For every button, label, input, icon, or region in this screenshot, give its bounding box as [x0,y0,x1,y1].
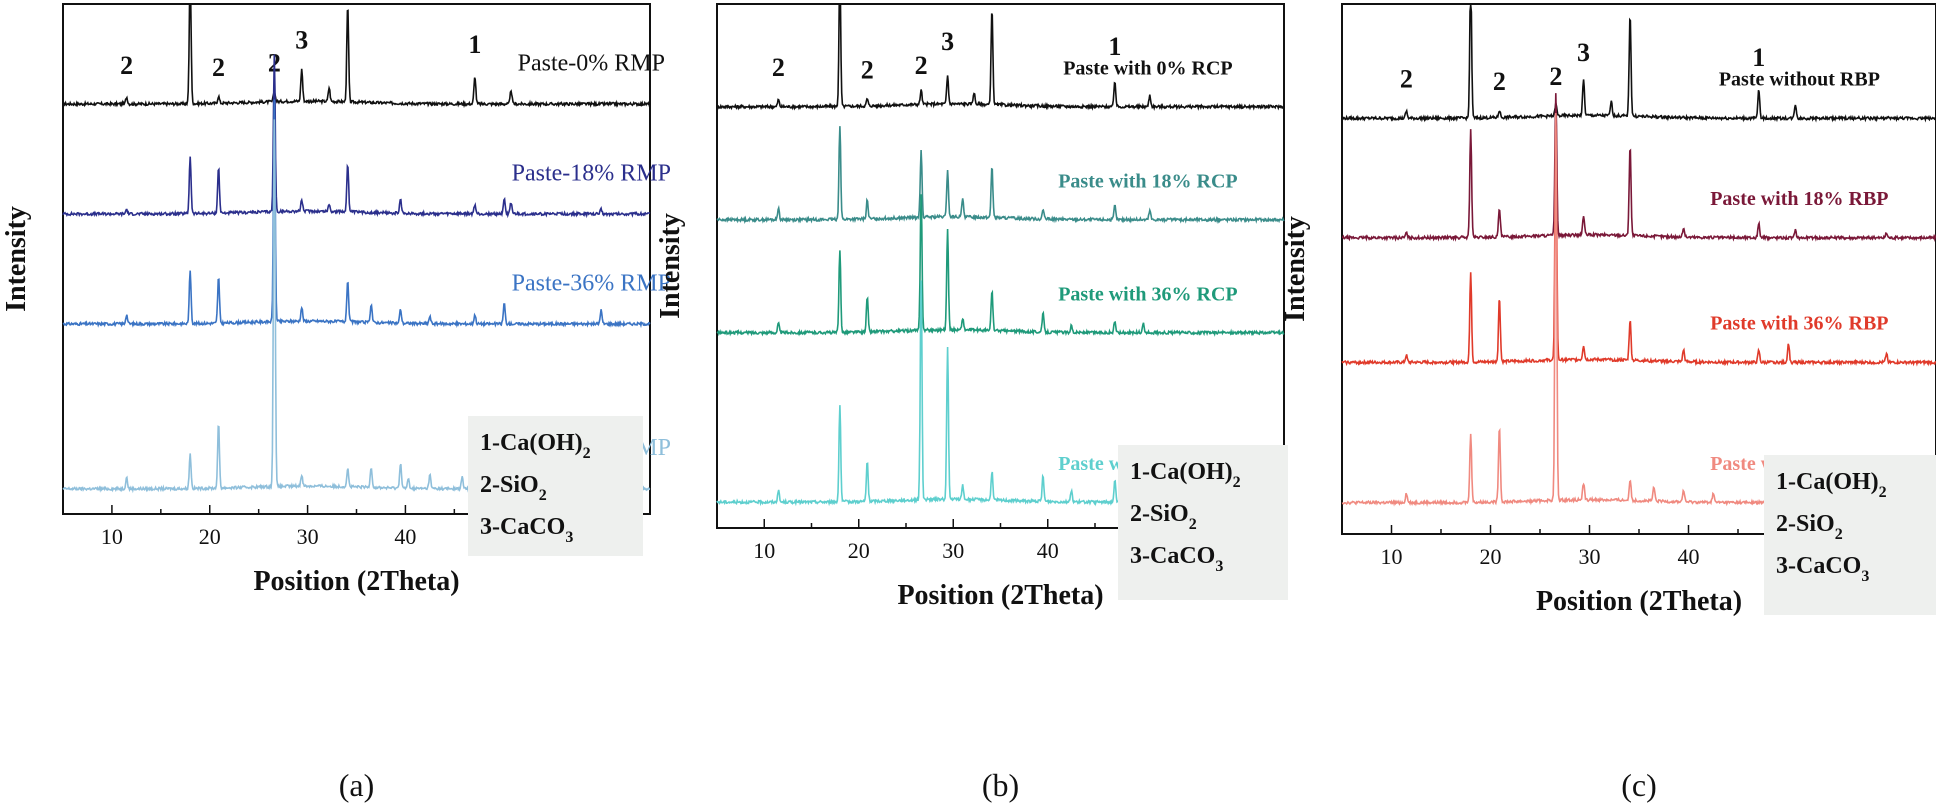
x-tick-label: 10 [1381,544,1403,569]
series-line [1341,113,1936,508]
x-tick-label: 10 [101,524,123,549]
x-axis-label: Position (2Theta) [1536,586,1742,617]
peak-label: 2 [861,56,874,85]
legend-subscript: 2 [539,487,547,504]
series-line [716,4,1285,112]
series-line [716,126,1285,225]
peak-label: 1 [1752,43,1765,72]
panel-b: 102030405060Position (2Theta)Intensity(b… [655,3,1288,803]
series-line [1341,126,1936,367]
x-axis-label: Position (2Theta) [897,580,1103,611]
series-line [716,194,1285,337]
y-axis-label: Intensity [1,206,32,312]
series-label: Paste with 18% RCP [1058,170,1237,192]
legend-subscript: 2 [583,445,591,462]
series-line [62,54,651,219]
x-tick-label: 10 [753,538,775,563]
peak-label: 2 [1493,67,1506,96]
peak-label: 3 [295,26,308,55]
series-label: Paste-36% RMP [512,270,671,296]
series-label: Paste with 18% RBP [1710,188,1888,210]
series-label: Paste with 36% RCP [1058,283,1237,305]
x-axis-label: Position (2Theta) [253,566,459,597]
peak-label: 2 [915,51,928,80]
x-tick-label: 20 [199,524,221,549]
series-label: Paste-18% RMP [512,160,671,186]
y-axis-label: Intensity [1280,216,1311,322]
peak-label: 3 [941,27,954,56]
legend-subscript: 3 [565,529,573,546]
x-tick-label: 40 [1037,538,1059,563]
legend-box [1118,445,1288,600]
series-line [62,99,651,329]
series-line [1341,93,1936,243]
series-line [62,4,651,109]
series-label: Paste-0% RMP [518,50,665,76]
peak-label: 2 [772,53,785,82]
panel-caption: (a) [339,767,375,803]
x-tick-label: 30 [1579,544,1601,569]
peak-label: 3 [1577,38,1590,67]
peak-label: 1 [1108,32,1121,61]
y-axis-label: Intensity [655,213,686,319]
legend-box [468,416,643,556]
peak-label: 2 [1549,62,1562,91]
legend-subscript: 3 [1215,558,1223,575]
peak-label: 2 [1400,65,1413,94]
legend-subscript: 2 [1835,526,1843,543]
legend-box [1764,455,1936,615]
peak-label: 1 [468,30,481,59]
peak-label: 2 [212,53,225,82]
x-tick-label: 40 [1678,544,1700,569]
panel-a: 102030405060Position (2Theta)Intensity(a… [1,3,671,803]
x-tick-label: 20 [848,538,870,563]
x-tick-label: 20 [1480,544,1502,569]
series-line [1341,4,1936,123]
panel-c: 102030405060Position (2Theta)Intensity(c… [1280,0,1936,803]
x-tick-label: 30 [297,524,319,549]
panel-caption: (b) [982,767,1019,803]
x-tick-label: 30 [942,538,964,563]
peak-label: 2 [120,51,133,80]
series-label: Paste with 36% RBP [1710,313,1888,335]
x-tick-label: 40 [394,524,416,549]
series-label: Paste without RBP [1719,69,1880,91]
legend-subscript: 2 [1233,474,1241,491]
legend-subscript: 3 [1861,568,1869,585]
legend-subscript: 2 [1879,484,1887,501]
series-label: Paste with 0% RCP [1063,57,1232,79]
panel-caption: (c) [1621,767,1657,803]
legend-subscript: 2 [1189,516,1197,533]
